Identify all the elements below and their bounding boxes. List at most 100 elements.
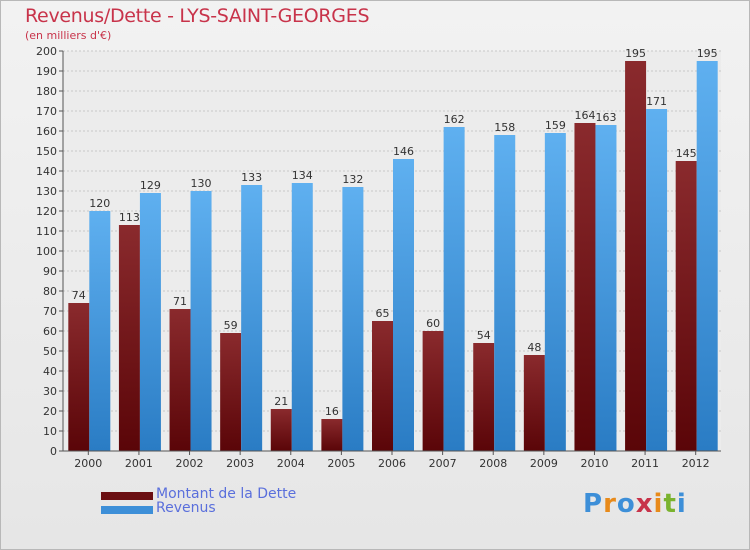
y-tick-label: 90 — [43, 265, 57, 278]
legend-swatch-revenus — [101, 506, 153, 514]
bar-dette-2000 — [68, 303, 90, 451]
data-label-revenus-2008: 158 — [494, 121, 515, 134]
data-label-dette-2001: 113 — [119, 211, 140, 224]
logo-letter: x — [635, 489, 654, 519]
y-tick-label: 80 — [43, 285, 57, 298]
data-label-dette-2012: 145 — [676, 147, 697, 160]
bar-revenus-2008 — [494, 135, 516, 451]
bar-revenus-2007 — [443, 127, 465, 451]
bar-dette-2011 — [625, 61, 647, 451]
y-tick-label: 110 — [36, 225, 57, 238]
bar-revenus-2002 — [190, 191, 212, 451]
x-tick-label: 2004 — [277, 457, 305, 470]
x-tick-label: 2001 — [125, 457, 153, 470]
data-label-revenus-2003: 133 — [241, 171, 262, 184]
logo-letter: i — [676, 489, 687, 519]
y-tick-label: 140 — [36, 165, 57, 178]
x-tick-label: 2012 — [682, 457, 710, 470]
y-tick-label: 170 — [36, 105, 57, 118]
legend-label-dette: Montant de la Dette — [156, 486, 297, 502]
data-label-revenus-2010: 163 — [595, 111, 616, 124]
bar-revenus-2004 — [291, 183, 313, 451]
legend-swatch-dette — [101, 492, 153, 500]
y-tick-label: 30 — [43, 385, 57, 398]
y-tick-label: 190 — [36, 65, 57, 78]
legend-label-revenus: Revenus — [156, 500, 216, 516]
data-label-dette-2000: 74 — [72, 289, 86, 302]
data-label-revenus-2007: 162 — [444, 113, 465, 126]
bar-revenus-2009 — [544, 133, 566, 451]
data-label-revenus-2011: 171 — [646, 95, 667, 108]
data-label-dette-2008: 54 — [477, 329, 491, 342]
y-tick-label: 70 — [43, 305, 57, 318]
x-tick-label: 2000 — [74, 457, 102, 470]
data-label-revenus-2012: 195 — [697, 47, 718, 60]
bar-dette-2003 — [220, 333, 242, 451]
bar-revenus-2011 — [646, 109, 668, 451]
chart-title: Revenus/Dette - LYS-SAINT-GEORGES — [25, 5, 370, 27]
bar-revenus-2006 — [393, 159, 414, 451]
bar-dette-2004 — [270, 409, 292, 451]
logo-letter: i — [653, 489, 664, 519]
logo-letter: P — [583, 489, 604, 519]
data-label-revenus-2006: 146 — [393, 145, 414, 158]
logo-letter: r — [603, 489, 617, 519]
y-tick-label: 150 — [36, 145, 57, 158]
data-label-dette-2003: 59 — [224, 319, 238, 332]
x-tick-label: 2008 — [479, 457, 507, 470]
data-label-revenus-2002: 130 — [191, 177, 212, 190]
x-tick-label: 2011 — [631, 457, 659, 470]
data-label-dette-2009: 48 — [527, 341, 541, 354]
data-label-revenus-2000: 120 — [89, 197, 110, 210]
x-tick-label: 2003 — [226, 457, 254, 470]
y-tick-label: 180 — [36, 85, 57, 98]
y-tick-label: 200 — [36, 45, 57, 58]
bar-dette-2002 — [169, 309, 191, 451]
bar-dette-2005 — [321, 419, 343, 451]
y-tick-label: 0 — [50, 445, 57, 458]
bar-dette-2007 — [422, 331, 444, 451]
bar-dette-2010 — [574, 123, 596, 451]
bar-revenus-2001 — [139, 193, 161, 451]
y-tick-label: 10 — [43, 425, 57, 438]
data-label-dette-2011: 195 — [625, 47, 646, 60]
data-label-revenus-2009: 159 — [545, 119, 566, 132]
data-label-dette-2007: 60 — [426, 317, 440, 330]
bar-dette-2008 — [473, 343, 495, 451]
x-tick-label: 2010 — [580, 457, 608, 470]
y-tick-label: 130 — [36, 185, 57, 198]
chart-subtitle: (en milliers d'€) — [25, 29, 112, 42]
bar-revenus-2003 — [241, 185, 263, 451]
data-label-dette-2005: 16 — [325, 405, 339, 418]
data-label-dette-2002: 71 — [173, 295, 187, 308]
bar-revenus-2000 — [89, 211, 111, 451]
x-tick-label: 2005 — [327, 457, 355, 470]
data-label-revenus-2001: 129 — [140, 179, 161, 192]
y-tick-label: 60 — [43, 325, 57, 338]
bar-dette-2006 — [372, 321, 393, 451]
y-tick-label: 50 — [43, 345, 57, 358]
x-tick-label: 2009 — [530, 457, 558, 470]
x-tick-label: 2002 — [176, 457, 204, 470]
data-label-dette-2006: 65 — [376, 307, 390, 320]
y-tick-label: 120 — [36, 205, 57, 218]
data-label-revenus-2004: 134 — [292, 169, 313, 182]
bar-revenus-2005 — [342, 187, 364, 451]
y-tick-label: 40 — [43, 365, 57, 378]
proxiti-logo: Proxiti — [583, 489, 687, 519]
logo-letter: o — [616, 489, 636, 519]
data-label-revenus-2005: 132 — [342, 173, 363, 186]
y-tick-label: 100 — [36, 245, 57, 258]
bar-dette-2001 — [118, 225, 140, 451]
data-label-dette-2010: 164 — [574, 109, 595, 122]
y-tick-label: 160 — [36, 125, 57, 138]
data-label-dette-2004: 21 — [274, 395, 288, 408]
bar-dette-2009 — [523, 355, 545, 451]
x-tick-label: 2006 — [378, 457, 406, 470]
bar-revenus-2012 — [696, 61, 718, 451]
bar-revenus-2010 — [595, 125, 617, 451]
x-tick-label: 2007 — [429, 457, 457, 470]
y-tick-label: 20 — [43, 405, 57, 418]
bar-dette-2012 — [675, 161, 697, 451]
